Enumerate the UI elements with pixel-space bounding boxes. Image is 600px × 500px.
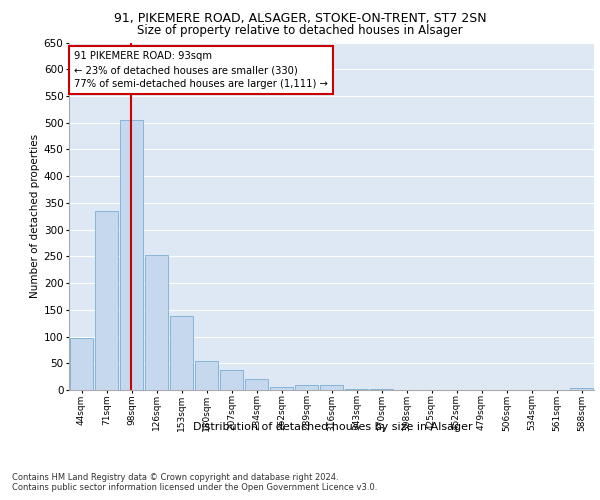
Text: Contains HM Land Registry data © Crown copyright and database right 2024.: Contains HM Land Registry data © Crown c… <box>12 472 338 482</box>
Bar <box>320 385 343 390</box>
Text: 91 PIKEMERE ROAD: 93sqm
← 23% of detached houses are smaller (330)
77% of semi-d: 91 PIKEMERE ROAD: 93sqm ← 23% of detache… <box>74 51 328 89</box>
Bar <box>145 254 168 390</box>
Bar <box>295 384 318 390</box>
Bar <box>120 120 143 390</box>
Bar <box>245 380 268 390</box>
Text: Size of property relative to detached houses in Alsager: Size of property relative to detached ho… <box>137 24 463 37</box>
Bar <box>170 316 193 390</box>
Text: Contains public sector information licensed under the Open Government Licence v3: Contains public sector information licen… <box>12 484 377 492</box>
Bar <box>95 211 118 390</box>
Y-axis label: Number of detached properties: Number of detached properties <box>29 134 40 298</box>
Text: Distribution of detached houses by size in Alsager: Distribution of detached houses by size … <box>193 422 473 432</box>
Bar <box>220 370 243 390</box>
Text: 91, PIKEMERE ROAD, ALSAGER, STOKE-ON-TRENT, ST7 2SN: 91, PIKEMERE ROAD, ALSAGER, STOKE-ON-TRE… <box>113 12 487 25</box>
Bar <box>70 338 93 390</box>
Bar <box>345 389 368 390</box>
Bar <box>570 388 593 390</box>
Bar <box>195 361 218 390</box>
Bar <box>270 387 293 390</box>
Bar <box>370 389 393 390</box>
